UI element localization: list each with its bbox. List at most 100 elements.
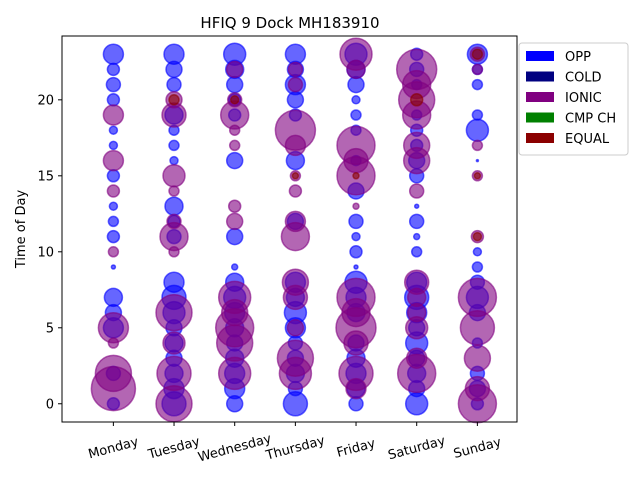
point-ionic-31 [287,61,304,78]
point-ionic-0 [102,104,125,126]
point-opp-97 [408,213,425,230]
point-opp-77 [351,231,361,242]
point-opp-6 [106,169,121,183]
point-ionic-45 [346,59,366,80]
point-ionic-22 [228,124,241,136]
point-ionic-23 [228,139,241,152]
point-ionic-71 [471,139,484,152]
point-ionic-16 [162,331,186,355]
point-ionic-14 [168,246,180,258]
point-ionic-15 [155,293,193,332]
y-tick-label-0: 0 [46,397,54,412]
point-ionic-7 [90,365,137,412]
point-ionic-2 [106,184,121,198]
point-equal-6 [352,172,360,180]
chart-title: HFIQ 9 Dock MH183910 [200,14,379,32]
legend-swatch-cmp-ch [526,112,554,123]
point-opp-3 [106,93,121,107]
point-opp-72 [350,109,362,121]
point-opp-40 [225,151,244,170]
point-opp-8 [107,215,120,228]
point-ionic-41 [286,319,305,337]
point-equal-2 [472,231,483,242]
y-tick-label-20: 20 [37,93,54,108]
point-opp-116 [471,261,484,273]
point-equal-3 [168,94,180,106]
point-ionic-30 [217,356,252,391]
point-ionic-29 [215,324,254,362]
point-opp-67 [282,391,309,417]
point-opp-78 [349,245,363,259]
y-axis: 0 5 10 15 20 [37,93,62,412]
point-ionic-66 [404,316,429,340]
legend-swatch-equal [526,133,554,143]
point-ionic-68 [396,353,437,394]
point-opp-5 [108,140,119,151]
point-opp-96 [413,203,420,209]
point-opp-55 [286,91,305,109]
point-opp-7 [108,201,119,211]
point-opp-37 [225,75,244,94]
point-opp-98 [412,232,421,241]
point-opp-41 [225,227,244,246]
point-ionic-25 [225,212,244,231]
point-opp-0 [102,43,125,65]
point-opp-111 [471,78,484,91]
point-ionic-53 [343,330,369,356]
legend-swatch-cold [526,71,554,82]
point-opp-18 [166,76,182,93]
point-opp-99 [410,246,423,258]
legend-label-equal: EQUAL [565,132,610,147]
points-layer [90,37,498,424]
point-opp-11 [103,287,124,308]
plot-frame [61,35,518,423]
legend-label-ionic: IONIC [565,91,602,106]
point-ionic-70 [471,63,484,76]
point-opp-79 [353,264,359,270]
point-equal-4 [229,95,240,105]
point-ionic-10 [162,164,186,188]
point-opp-51 [225,395,244,413]
point-equal-1 [473,172,482,180]
point-equal-5 [291,172,300,180]
point-opp-115 [472,247,483,257]
point-ionic-1 [102,149,125,172]
legend-label-opp: OPP [565,50,591,65]
point-ionic-38 [280,221,311,252]
point-opp-2 [105,76,122,93]
point-ionic-11 [168,185,180,197]
point-opp-4 [108,125,119,135]
point-ionic-55 [345,377,367,400]
point-opp-76 [348,213,364,230]
point-ionic-76 [463,344,492,372]
point-opp-21 [168,139,180,152]
legend-swatch-ionic [526,92,554,102]
legend-label-cmp-ch: CMP CH [565,112,616,127]
legend-label-cold: COLD [565,71,602,86]
point-opp-23 [164,196,184,216]
legend-frame [518,42,629,156]
point-ionic-40 [282,284,309,311]
point-ionic-62 [408,183,425,199]
point-equal-0 [471,48,484,60]
point-ionic-5 [107,337,120,349]
legend-swatch-opp [526,51,554,61]
point-ionic-43 [278,356,313,391]
point-opp-113 [465,118,490,142]
legend: OPP COLD IONIC CMP CH EQUAL [518,42,629,156]
point-opp-42 [230,263,239,271]
point-ionic-3 [107,246,120,258]
point-ionic-75 [459,310,496,346]
point-opp-71 [351,95,361,105]
y-tick-label-10: 10 [37,245,54,260]
point-ionic-78 [457,384,498,424]
y-axis-label: Time of Day [14,190,29,270]
point-opp-17 [165,60,183,79]
point-ionic-49 [352,202,360,210]
point-ionic-19 [225,60,244,79]
point-ionic-24 [227,199,242,213]
point-ionic-32 [287,76,304,93]
point-opp-114 [475,158,480,163]
point-opp-1 [106,62,121,77]
